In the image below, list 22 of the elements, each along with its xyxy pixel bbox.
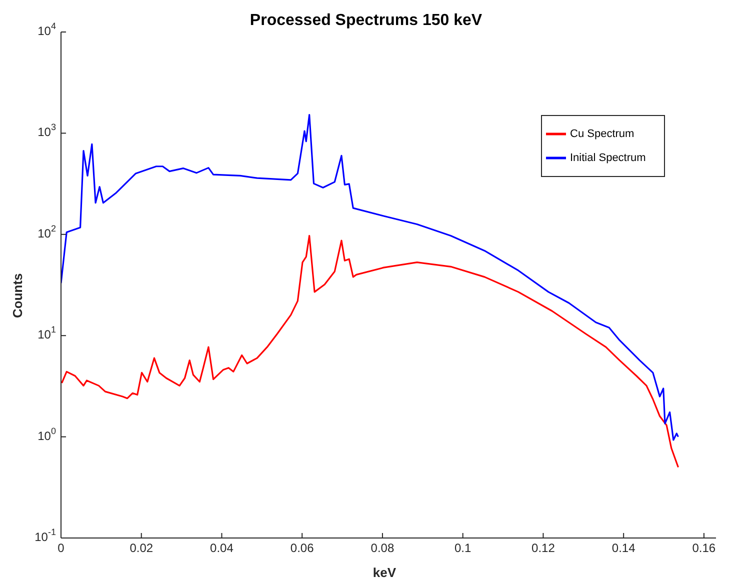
y-tick-label: 10$^{0}$ — [38, 426, 56, 443]
chart-title: Processed Spectrums 150 keV — [250, 12, 482, 29]
x-tick-label: 0.08 — [370, 541, 394, 556]
x-tick-label: 0.06 — [290, 541, 314, 556]
x-tick-label: 0.16 — [692, 541, 716, 556]
line-series — [61, 234, 680, 468]
y-tick-label: 10$^{2}$ — [38, 224, 56, 241]
y-axis-title: Counts — [10, 273, 25, 318]
x-tick-label: 0.12 — [532, 541, 556, 556]
x-tick-label: 0.02 — [130, 541, 154, 556]
x-tick-label: 0.1 — [454, 541, 472, 556]
x-tick-label: 0.04 — [210, 541, 234, 556]
y-tick-label: 10$^{-1}$ — [34, 527, 56, 544]
line-series — [61, 114, 680, 441]
y-tick-label: 10$^{1}$ — [38, 324, 56, 342]
x-tick-label: 0 — [58, 541, 65, 556]
y-tick-label: 10$^{4}$ — [38, 21, 56, 38]
legend-label: Cu Spectrum — [570, 128, 634, 140]
y-tick-label: 10$^{3}$ — [38, 122, 56, 140]
x-axis-title: keV — [372, 565, 398, 580]
legend-label: Initial Spectrum — [570, 152, 646, 164]
x-tick-label: 0.14 — [612, 541, 636, 556]
